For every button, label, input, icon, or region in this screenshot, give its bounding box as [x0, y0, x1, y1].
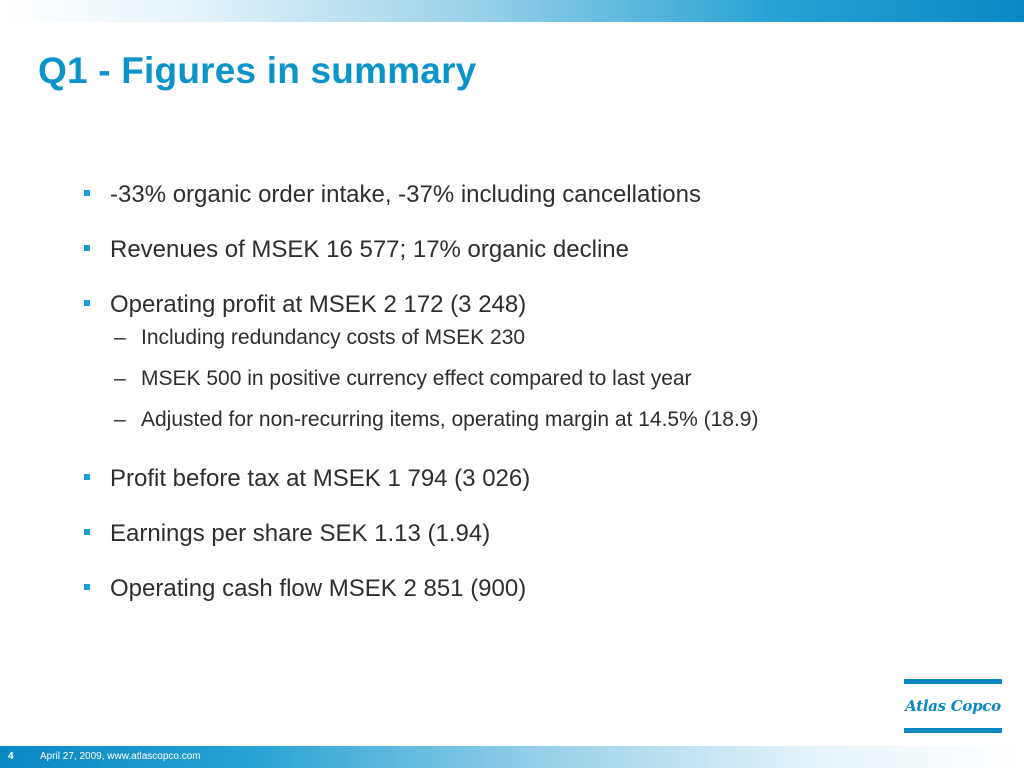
top-gradient-bar [0, 0, 1024, 22]
bullet-item: Earnings per share SEK 1.13 (1.94) [84, 519, 984, 549]
bullet-text: Operating cash flow MSEK 2 851 (900) [110, 575, 527, 602]
bullet-item: Operating profit at MSEK 2 172 (3 248) [84, 290, 984, 320]
logo-text: Atlas Copco [905, 697, 1001, 715]
bullet-item: Profit before tax at MSEK 1 794 (3 026) [84, 464, 984, 494]
square-bullet-icon [84, 245, 90, 251]
sub-bullet-item: – MSEK 500 in positive currency effect c… [114, 365, 984, 393]
bullet-item: Operating cash flow MSEK 2 851 (900) [84, 574, 984, 604]
square-bullet-icon [84, 474, 90, 480]
bullet-text: Revenues of MSEK 16 577; 17% organic dec… [110, 236, 629, 263]
square-bullet-icon [84, 190, 90, 196]
dash-icon: – [114, 367, 126, 390]
sub-bullet-item: – Including redundancy costs of MSEK 230 [114, 324, 984, 352]
square-bullet-icon [84, 300, 90, 306]
bullet-list: -33% organic order intake, -37% includin… [84, 180, 984, 604]
bullet-text: -33% organic order intake, -37% includin… [110, 181, 701, 208]
slide-title: Q1 - Figures in summary [38, 50, 477, 91]
atlas-copco-logo: Atlas Copco [904, 679, 1002, 733]
page-number: 4 [8, 751, 14, 762]
square-bullet-icon [84, 584, 90, 590]
dash-icon: – [114, 408, 126, 431]
sub-bullet-item: – Adjusted for non-recurring items, oper… [114, 406, 984, 434]
sub-bullet-text: Including redundancy costs of MSEK 230 [141, 326, 526, 349]
sub-bullet-text: MSEK 500 in positive currency effect com… [141, 367, 692, 390]
footer-text: April 27, 2009, www.atlascopco.com [40, 751, 201, 762]
bullet-text: Earnings per share SEK 1.13 (1.94) [110, 520, 491, 547]
square-bullet-icon [84, 529, 90, 535]
bullet-text: Operating profit at MSEK 2 172 (3 248) [110, 291, 527, 318]
bullet-item: Revenues of MSEK 16 577; 17% organic dec… [84, 235, 984, 265]
bullet-item: -33% organic order intake, -37% includin… [84, 180, 984, 210]
sub-bullet-text: Adjusted for non-recurring items, operat… [141, 408, 759, 431]
bullet-text: Profit before tax at MSEK 1 794 (3 026) [110, 465, 531, 492]
dash-icon: – [114, 326, 126, 349]
footer-bar: 4 April 27, 2009, www.atlascopco.com [0, 746, 1024, 768]
